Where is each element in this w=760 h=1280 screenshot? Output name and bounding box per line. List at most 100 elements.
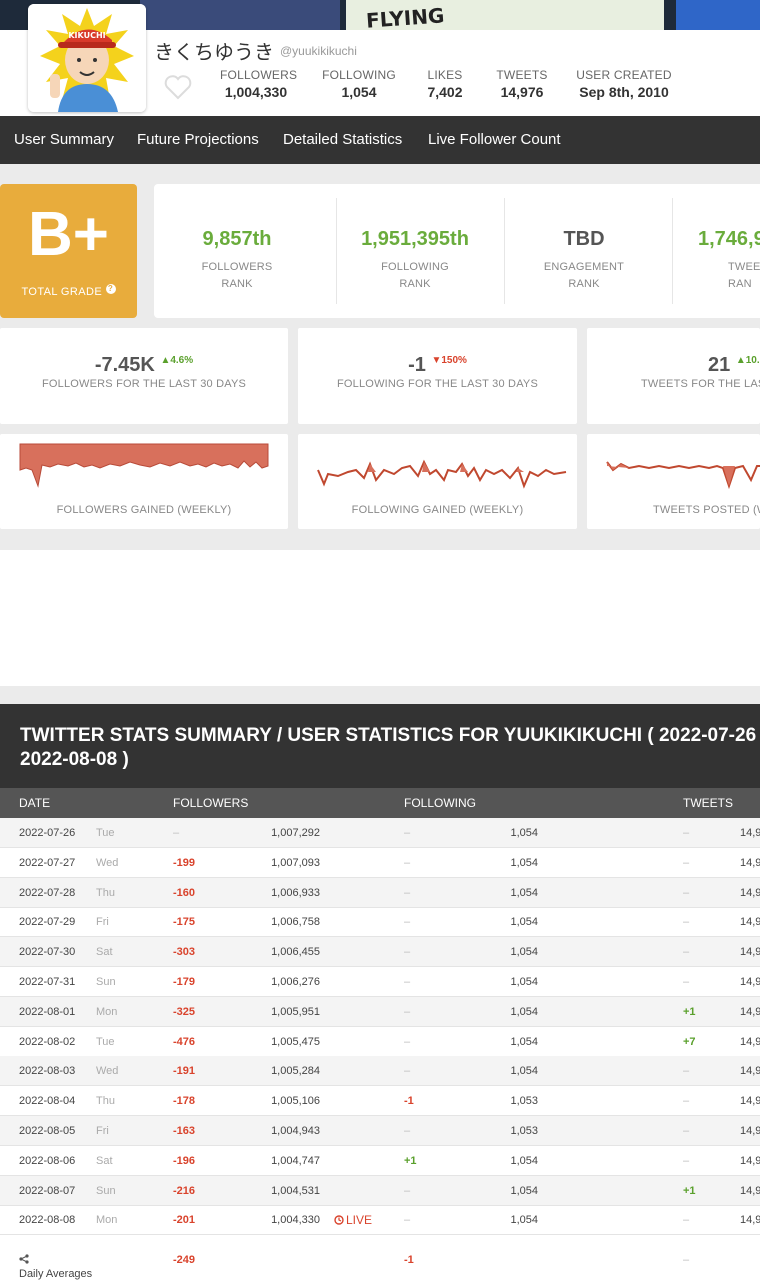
table-row[interactable]: 2022-08-03 Wed -191 1,005,284 – 1,054 – 14,9 — [0, 1056, 760, 1087]
column-header-tweets[interactable]: TWEETS — [683, 796, 733, 810]
row-followers-change: -163 — [173, 1125, 196, 1137]
share-icon[interactable] — [19, 1254, 29, 1266]
nav-user-summary[interactable]: User Summary — [14, 131, 115, 148]
row-following-change: – — [404, 1035, 411, 1048]
live-indicator[interactable]: LIVE — [334, 1213, 372, 1227]
row-day: Mon — [96, 1214, 118, 1227]
delta-pct-value: 4.6% — [170, 355, 194, 366]
table-row[interactable]: 2022-08-01 Mon -325 1,005,951 – 1,054 +1 14,9 — [0, 996, 760, 1027]
table-row[interactable]: 2022-08-06 Sat -196 1,004,747 +1 1,054 – 14,9 — [0, 1146, 760, 1176]
help-icon[interactable]: ? — [105, 284, 116, 294]
table-row[interactable]: 2022-07-31 Sun -179 1,006,276 – 1,054 – 14,9 — [0, 967, 760, 997]
row-following-change: +1 — [404, 1154, 417, 1167]
table-row[interactable]: 2022-08-05 Fri -163 1,004,943 – 1,053 – 14,9 — [0, 1116, 760, 1146]
row-date: 2022-08-01 — [19, 1005, 76, 1018]
summary-header: TWITTER STATS SUMMARY / USER STATISTICS … — [0, 704, 760, 788]
avg-tweets: – — [683, 1254, 690, 1266]
tweets-weekly-card[interactable]: TWEETS POSTED (W — [587, 434, 760, 529]
row-followers-change: -216 — [173, 1184, 196, 1197]
table-row[interactable]: 2022-07-30 Sat -303 1,006,455 – 1,054 – 14,9 — [0, 937, 760, 968]
banner-panel — [676, 0, 760, 30]
delta-value: -7.45K ▲4.6% — [0, 354, 288, 377]
grade-letter: B+ — [28, 200, 109, 269]
row-following-total: 1,054 — [510, 886, 538, 899]
rank-value: 9,857th — [202, 228, 272, 250]
row-tweets-change: – — [683, 1154, 690, 1167]
profile-name: きくちゆうき — [154, 40, 274, 64]
delta-label: TWEETS FOR THE LAST — [641, 378, 760, 390]
rank-value: 1,746,9 — [698, 228, 760, 250]
sparkline-label: FOLLOWING GAINED (WEEKLY) — [351, 504, 524, 516]
table-row[interactable]: 2022-07-29 Fri -175 1,006,758 – 1,054 – 14,9 — [0, 907, 760, 938]
row-following-change: – — [404, 1005, 411, 1018]
divider — [336, 198, 337, 304]
row-followers-total: 1,006,455 — [271, 946, 320, 959]
row-following-total: 1,053 — [510, 1125, 538, 1137]
row-followers-total: 1,007,292 — [271, 827, 320, 839]
followers-weekly-card[interactable]: FOLLOWERS GAINED (WEEKLY) — [0, 434, 288, 529]
row-date: 2022-08-04 — [19, 1095, 76, 1108]
rank-label-line: ENGAGEMENT — [543, 261, 625, 273]
down-arrow-icon: ▼ — [431, 355, 442, 366]
row-tweets-change: – — [683, 1095, 690, 1108]
row-tweets-change: – — [683, 916, 690, 929]
table-row[interactable]: 2022-08-08 Mon -201 1,004,330 – 1,054 – 14,9 LIV… — [0, 1205, 760, 1236]
table-row[interactable]: 2022-07-26 Tue – 1,007,292 – 1,054 – 14,9 — [0, 818, 760, 848]
row-day: Sat — [96, 946, 113, 959]
followers-stat: FOLLOWERS 1,004,330 — [220, 68, 297, 100]
profile-handle[interactable]: @yuukikikuchi — [280, 44, 357, 58]
row-day: Tue — [96, 1035, 115, 1048]
row-day: Fri — [96, 916, 109, 929]
rank-label-line: FOLLOWING — [381, 261, 449, 273]
column-header-followers[interactable]: FOLLOWERS — [173, 796, 249, 810]
column-header-following[interactable]: FOLLOWING — [404, 796, 477, 810]
row-tweets-change: – — [683, 1065, 690, 1078]
nav-detailed-statistics[interactable]: Detailed Statistics — [283, 131, 403, 148]
row-tweets-total: 14,9 — [740, 1125, 760, 1137]
row-date: 2022-07-26 — [19, 827, 76, 839]
row-followers-total: 1,006,758 — [271, 916, 320, 929]
total-grade-card: B+ TOTAL GRADE ? — [0, 184, 137, 318]
row-followers-total: 1,005,951 — [271, 1005, 320, 1018]
tweets-sparkline — [606, 461, 760, 490]
row-date: 2022-07-27 — [19, 856, 76, 869]
heart-icon[interactable] — [164, 74, 192, 100]
avatar[interactable]: KIKUCHI — [28, 4, 146, 112]
row-tweets-total: 14,9 — [740, 827, 760, 839]
ad-space — [0, 550, 760, 686]
tweets-stat: TWEETS 14,976 — [494, 68, 550, 100]
row-followers-total: 1,007,093 — [271, 856, 320, 869]
clock-icon — [334, 1213, 346, 1227]
row-following-total: 1,054 — [510, 916, 538, 929]
row-following-change: -1 — [404, 1095, 414, 1108]
tweets-30d-card: 21 ▲10.5 TWEETS FOR THE LAST — [587, 328, 760, 424]
table-row[interactable]: 2022-08-07 Sun -216 1,004,531 – 1,054 +1 14,9 — [0, 1175, 760, 1206]
row-tweets-total: 14,9 — [740, 1095, 760, 1108]
main-nav: User Summary Future Projections Detailed… — [0, 116, 760, 164]
column-header-date[interactable]: DATE — [19, 796, 51, 810]
row-day: Wed — [96, 856, 119, 869]
nav-future-projections[interactable]: Future Projections — [137, 131, 259, 148]
row-followers-change: -178 — [173, 1095, 196, 1108]
following-weekly-card[interactable]: FOLLOWING GAINED (WEEKLY) — [298, 434, 577, 529]
sparkline-label: FOLLOWERS GAINED (WEEKLY) — [56, 504, 232, 516]
row-date: 2022-08-03 — [19, 1065, 76, 1078]
table-row[interactable]: 2022-08-02 Tue -476 1,005,475 – 1,054 +7 14,9 — [0, 1027, 760, 1057]
table-row[interactable]: 2022-07-27 Wed -199 1,007,093 – 1,054 – 14,9 — [0, 848, 760, 878]
table-row[interactable]: 2022-08-04 Thu -178 1,005,106 -1 1,053 – 14,9 — [0, 1086, 760, 1117]
delta-pct: ▼150% — [431, 355, 466, 366]
row-tweets-total: 14,9 — [740, 886, 760, 899]
row-tweets-total: 14,9 — [740, 1005, 760, 1018]
rank-label: TWEE RAN — [684, 259, 760, 293]
nav-live-follower-count[interactable]: Live Follower Count — [428, 131, 561, 148]
rank-card: 9,857th FOLLOWERS RANK 1,951,395th FOLLOW… — [154, 184, 760, 318]
row-tweets-change: – — [683, 856, 690, 869]
row-tweets-total: 14,9 — [740, 856, 760, 869]
row-date: 2022-08-05 — [19, 1125, 76, 1137]
row-date: 2022-08-02 — [19, 1035, 76, 1048]
row-following-total: 1,054 — [510, 1035, 538, 1048]
table-row[interactable]: 2022-07-28 Thu -160 1,006,933 – 1,054 – 14,9 — [0, 877, 760, 908]
row-following-total: 1,054 — [510, 976, 538, 988]
row-following-total: 1,054 — [510, 946, 538, 959]
row-following-total: 1,053 — [510, 1095, 538, 1108]
